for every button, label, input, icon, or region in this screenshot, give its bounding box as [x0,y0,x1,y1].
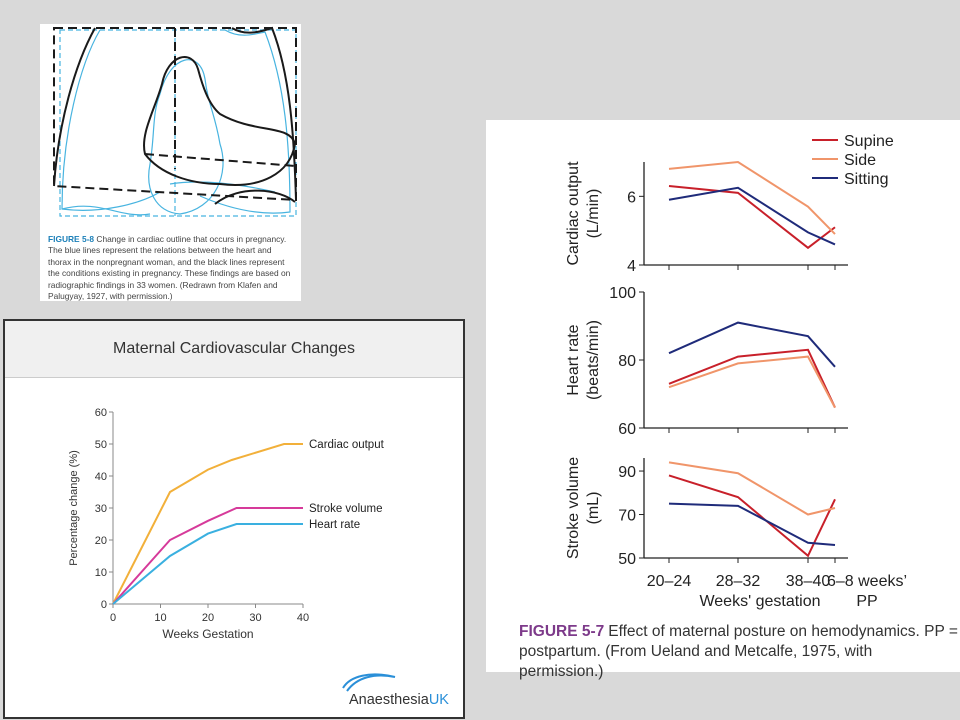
figure-5-7-panel: 4 6 Cardiac output (L/min) 60 80 100 Heart rate… [486,120,960,680]
series-line-cardiac-output [112,443,303,605]
legend-label: Side [844,152,876,169]
posture-chart-svg: 4 6 Cardiac output (L/min) 60 80 100 Heart rate… [565,133,907,610]
series-line-supine [668,348,836,409]
panel-y-tick-label: 70 [618,508,636,525]
series-line-sitting [668,502,836,546]
x-tick-label: 40 [297,612,309,624]
panel-y-label: Heart rate [565,324,582,395]
series-line-side [668,160,836,235]
x-pp-label: PP [856,593,877,610]
logo-swoosh-icon [342,673,396,692]
y-tick-label: 20 [95,535,107,547]
series-line-stroke-volume [112,507,303,605]
series-line-supine [668,474,836,558]
series-line-sitting [668,321,836,368]
x-category-label: 6–8 weeks’ [827,573,907,590]
maternal-chart-svg: 0 10 20 30 40 50 60 0 10 20 30 40 Weeks Gestation Per… [68,407,449,708]
x-tick-label: 10 [154,612,166,624]
panel-y-tick-label: 100 [609,285,636,302]
figure-5-8-label: FIGURE 5-8 [48,234,95,244]
chart-title-bar: Maternal Cardiovascular Changes [5,321,463,378]
panel-y-label-unit: (mL) [585,492,602,525]
heart-outline-diagram [53,26,297,217]
panel-y-label: Stroke volume [565,457,582,559]
y-tick-label: 10 [95,567,107,579]
x-tick-label: 30 [249,612,261,624]
series-line-sitting [668,186,836,246]
panel-y-tick-label: 4 [627,258,636,275]
panel-y-tick-label: 60 [618,421,636,438]
legend-label: Sitting [844,171,888,188]
y-tick-label: 30 [95,503,107,515]
x-tick-label: 0 [110,612,116,624]
series-label: Cardiac output [309,439,385,451]
series-line-heart-rate [112,523,303,605]
y-tick-label: 0 [101,599,107,611]
x-tick-label: 20 [202,612,214,624]
logo-text-accent: UK [429,692,449,708]
x-category-label: 20–24 [647,573,692,590]
series-label: Stroke volume [309,503,383,515]
figure-5-7-text: Effect of maternal posture on hemodynami… [519,623,958,680]
pregnant-outline [53,26,297,205]
panel-y-tick-label: 50 [618,551,636,568]
y-axis-label: Percentage change (%) [68,450,80,566]
y-tick-label: 50 [95,439,107,451]
chart-title: Maternal Cardiovascular Changes [113,340,355,357]
legend-label: Supine [844,133,894,150]
panel-y-tick-label: 90 [618,464,636,481]
panel-y-tick-label: 80 [618,353,636,370]
series-line-side [668,355,836,409]
panel-y-label-unit: (beats/min) [585,320,602,400]
y-tick-label: 40 [95,471,107,483]
figure-5-8-panel: FIGURE 5-8 Change in cardiac outline tha… [40,24,301,301]
logo-text: AnaesthesiaUK [349,692,449,708]
series-line-side [668,461,836,516]
maternal-chart-panel: Maternal Cardiovascular Changes 0 10 20 30 4… [3,319,465,719]
figure-5-7-label: FIGURE 5-7 [519,623,605,640]
panel-y-label-unit: (L/min) [585,189,602,239]
x-axis-label: Weeks Gestation [162,627,253,641]
logo-text-main: Anaesthesia [349,692,430,708]
x-category-label: 38–40 [786,573,831,590]
figure-5-7-caption: FIGURE 5-7 Effect of maternal posture on … [519,622,959,682]
x-category-label: 28–32 [716,573,761,590]
series-label: Heart rate [309,519,360,531]
figure-5-8-caption: FIGURE 5-8 Change in cardiac outline tha… [48,234,296,302]
y-tick-label: 60 [95,407,107,419]
panel-y-label: Cardiac output [565,161,582,266]
figure-5-8-text: Change in cardiac outline that occurs in… [48,234,291,302]
panel-y-tick-label: 6 [627,189,636,206]
x-axis-label: Weeks' gestation [699,593,820,610]
